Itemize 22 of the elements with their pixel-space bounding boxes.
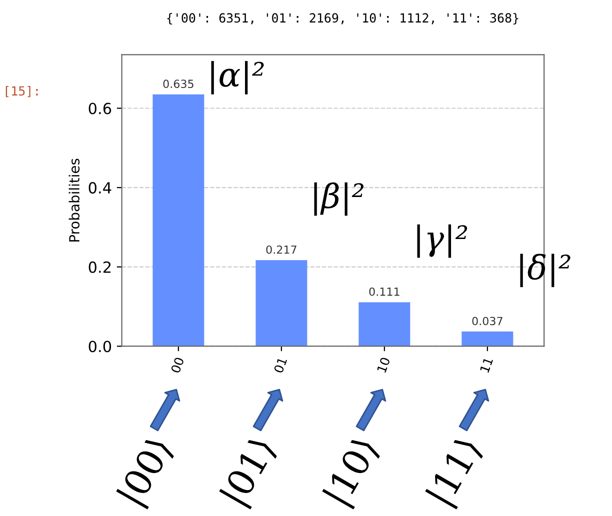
data-label: 0.217 <box>266 245 296 254</box>
x-tick-label: 11 <box>480 357 493 373</box>
bar <box>152 94 204 346</box>
x-tick-label: 10 <box>376 356 390 373</box>
data-label: 0.111 <box>369 287 400 296</box>
y-tick-label: 0.4 <box>88 182 112 194</box>
y-tick-label: 0.0 <box>88 340 112 352</box>
x-tick-label: 01 <box>274 357 288 374</box>
x-tick-label: 00 <box>170 356 184 374</box>
data-label: 0.037 <box>472 316 502 326</box>
chart-title: {'00': 6351, '01': 2169, '10': 1112, '11': 368} <box>167 12 518 25</box>
annotation: |γ|² <box>417 224 468 258</box>
annotation: |β|² <box>314 182 364 216</box>
y-tick-label: 0.6 <box>88 102 112 114</box>
data-label: 0.635 <box>163 80 194 88</box>
bar <box>462 332 514 346</box>
annotation: |α|² <box>211 61 264 94</box>
y-tick-label: 0.2 <box>88 261 111 273</box>
bar <box>256 260 308 346</box>
y-axis-title: Probabilities <box>68 158 80 242</box>
bar <box>358 302 410 346</box>
text: [15]: <box>6 86 38 98</box>
